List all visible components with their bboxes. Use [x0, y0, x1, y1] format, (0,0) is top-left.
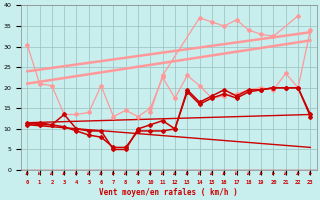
X-axis label: Vent moyen/en rafales ( km/h ): Vent moyen/en rafales ( km/h ) [100, 188, 238, 197]
